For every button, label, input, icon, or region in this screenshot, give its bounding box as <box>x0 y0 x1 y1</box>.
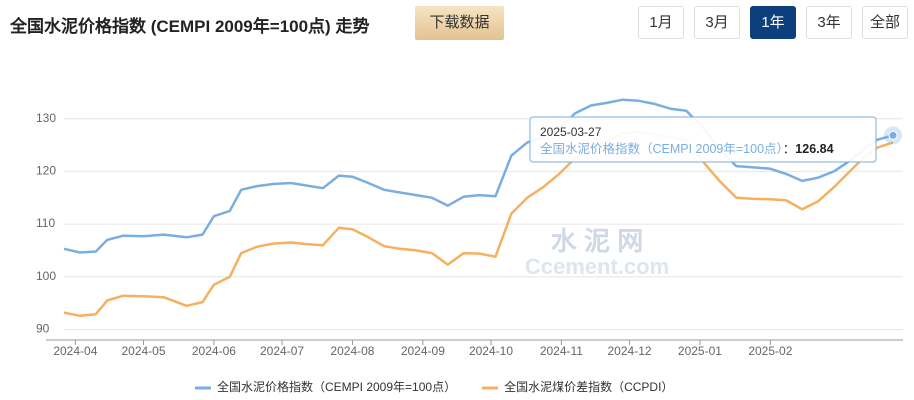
range-button[interactable]: 1月 <box>638 6 684 39</box>
x-tick-label: 2024-06 <box>192 344 236 358</box>
x-tick-label: 2025-01 <box>678 344 722 358</box>
x-tick-label: 2024-05 <box>121 344 165 358</box>
y-tick-label: 130 <box>36 111 56 125</box>
highlight-point <box>888 130 898 140</box>
range-button[interactable]: 全部 <box>862 6 908 39</box>
tooltip-series: 全国水泥价格指数（CEMPI 2009年=100点） <box>540 141 783 156</box>
tooltip-box <box>529 116 877 163</box>
y-tick-label: 90 <box>36 322 50 336</box>
y-tick-label: 120 <box>36 164 56 178</box>
x-tick-label: 2024-11 <box>540 344 583 358</box>
tooltip: 2025-03-27 全国水泥价格指数（CEMPI 2009年=100点）：126… <box>529 116 877 163</box>
x-tick-label: 2025-02 <box>748 344 792 358</box>
watermark: 水 泥 网 <box>551 226 643 256</box>
x-tick-label: 2024-12 <box>608 344 652 358</box>
x-tick-label: 2024-10 <box>469 344 513 358</box>
legend-label: 全国水泥煤价差指数（CCPDI） <box>504 379 673 394</box>
y-tick-label: 110 <box>36 216 55 230</box>
page-title: 全国水泥价格指数 (CEMPI 2009年=100点) 走势 <box>10 17 370 36</box>
tooltip-value: 全国水泥价格指数（CEMPI 2009年=100点）：126.84 <box>540 141 834 156</box>
tooltip-number: 126.84 <box>795 142 833 156</box>
watermark: Ccement.com <box>525 254 669 279</box>
range-button[interactable]: 3年 <box>806 6 852 39</box>
y-tick-label: 100 <box>36 269 56 283</box>
series-line <box>63 98 894 254</box>
download-button[interactable]: 下载数据 <box>415 6 504 40</box>
x-tick-label: 2024-07 <box>260 344 304 358</box>
series-line <box>63 130 894 318</box>
tooltip-separator: ： <box>783 142 796 156</box>
legend-label: 全国水泥价格指数（CEMPI 2009年=100点） <box>217 379 456 394</box>
range-button[interactable]: 1年 <box>750 6 796 39</box>
x-tick-label: 2024-08 <box>330 344 374 358</box>
range-buttons: 1月 3月 1年 3年 全部 <box>638 6 908 39</box>
x-tick-label: 2024-09 <box>401 344 445 358</box>
x-tick-label: 2024-04 <box>53 344 97 358</box>
tooltip-date: 2025-03-27 <box>540 125 602 139</box>
range-button[interactable]: 3月 <box>694 6 740 39</box>
